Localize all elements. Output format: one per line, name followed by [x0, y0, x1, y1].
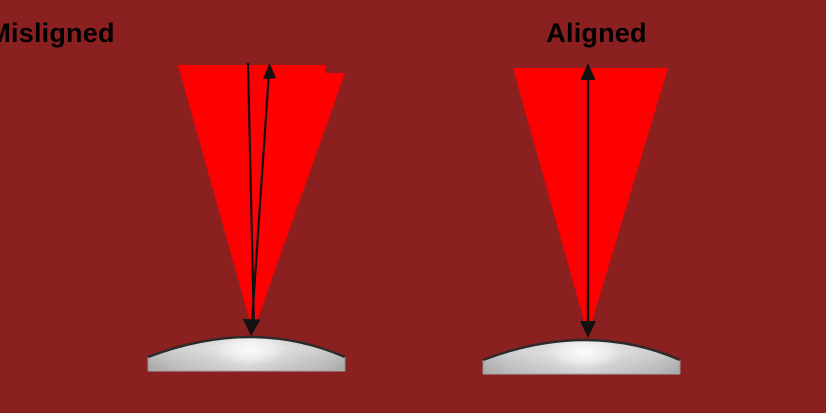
panel-aligned: Aligned — [413, 0, 826, 413]
panel-title-misaligned: Misligned — [0, 18, 115, 48]
panel-title-aligned: Aligned — [546, 18, 647, 48]
panel-misaligned: Misligned — [0, 18, 115, 48]
